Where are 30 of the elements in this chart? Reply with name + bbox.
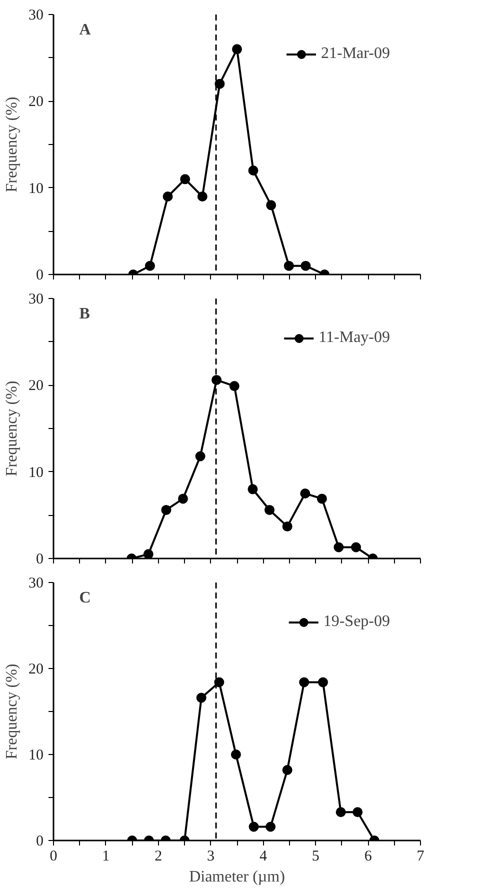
y-axis-title: Frequency (%) [4, 664, 20, 760]
x-tick-label: 7 [416, 848, 425, 864]
x-tick-label: 3 [207, 848, 215, 864]
annotation: A [79, 22, 92, 39]
legend-label: 21-Mar-09 [321, 45, 390, 63]
y-tick-label: 20 [28, 378, 44, 394]
x-tick-label: 5 [312, 848, 320, 864]
y-tick-label: 10 [28, 748, 44, 764]
x-tick-label: 2 [154, 848, 162, 864]
legend-label: 19-Sep-09 [323, 613, 390, 631]
y-tick-label: 30 [28, 8, 44, 24]
x-tick-label: 4 [259, 848, 268, 864]
legend-label: 11-May-09 [318, 329, 390, 347]
y-tick-label: 10 [28, 464, 44, 481]
y-axis-title: Frequency (%) [4, 380, 20, 476]
y-tick-label: 0 [36, 552, 44, 568]
annotation: C [79, 589, 91, 606]
x-axis-title: Diameter (µm) [189, 868, 285, 886]
y-tick-label: 10 [28, 180, 44, 197]
x-tick-label: 6 [364, 848, 372, 864]
y-tick-label: 30 [28, 576, 44, 592]
x-tick-label: 0 [50, 848, 58, 864]
y-tick-label: 20 [28, 94, 44, 110]
y-axis-title: Frequency (%) [4, 96, 20, 192]
y-tick-label: 30 [28, 292, 44, 308]
y-tick-label: 0 [36, 268, 44, 284]
annotation: B [79, 306, 90, 323]
y-tick-label: 20 [28, 662, 44, 678]
x-tick-label: 1 [102, 848, 110, 864]
y-tick-label: 0 [36, 834, 44, 850]
